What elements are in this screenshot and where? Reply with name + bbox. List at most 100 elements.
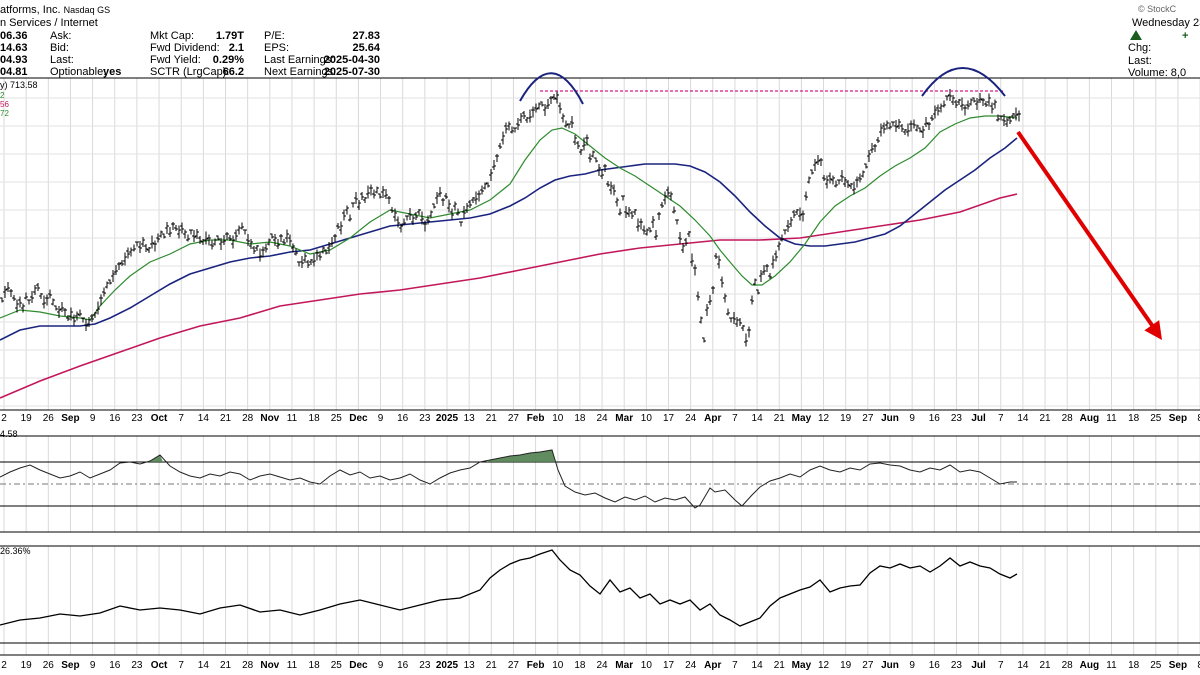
ohlc-bar: [12, 295, 16, 301]
ohlc-bar: [858, 173, 862, 183]
grid-lines: [0, 78, 1200, 655]
ohlc-bar: [159, 230, 163, 238]
ohlc-bar: [780, 234, 784, 242]
ohlc-bar: [906, 123, 910, 137]
x-tick-label: 27: [508, 413, 520, 424]
ohlc-bar: [522, 111, 526, 119]
ohlc-bar: [966, 100, 970, 110]
plus-sign: +: [1182, 30, 1189, 42]
x-tick-label: 18: [309, 413, 321, 424]
ohlc-bar: [459, 221, 463, 227]
ohlc-bar: [915, 124, 919, 132]
down-arrow-head: [1144, 320, 1162, 340]
x-tick-label: 14: [1017, 660, 1029, 671]
ohlc-bar: [687, 231, 691, 237]
ohlc-bar: [486, 182, 490, 188]
down-arrow-shaft: [1016, 130, 1158, 333]
ohlc-bar: [90, 314, 94, 322]
ohlc-bar: [900, 124, 904, 132]
ohlc-bar: [990, 102, 994, 114]
x-tick-label: 7: [178, 660, 184, 671]
x-tick-label: 7: [732, 660, 738, 671]
ohlc-bar: [543, 104, 547, 116]
ohlc-bar: [813, 159, 817, 171]
ohlc-bar: [765, 264, 769, 272]
bid-label: Bid:: [50, 42, 69, 54]
x-tick-label: 9: [909, 660, 915, 671]
ohlc-bar: [552, 94, 556, 100]
x-tick-label: 11: [1106, 413, 1117, 424]
ohlc-bar: [576, 141, 580, 149]
ohlc-bar: [504, 122, 508, 134]
ohlc-bar: [234, 229, 238, 241]
ohlc-bar: [111, 270, 115, 282]
ohlc-bar: [537, 102, 541, 110]
ohlc-bar: [879, 123, 883, 137]
ohlc-bar: [174, 225, 178, 231]
ma-short-line: [0, 115, 1018, 321]
fwd-dividend-value: 2.1: [228, 42, 244, 54]
ohlc-bar: [831, 175, 835, 185]
ohlc-bar: [597, 164, 601, 176]
ohlc-bar: [627, 207, 631, 217]
ohlc-bar: [519, 113, 523, 123]
x-tick-label: 12: [818, 413, 830, 424]
ohlc-bar: [381, 186, 385, 198]
ohlc-bar: [783, 229, 787, 235]
x-tick-label: 14: [752, 413, 764, 424]
ohlc-bar: [561, 113, 565, 123]
perf-line: [0, 549, 1018, 627]
ohlc-bar: [93, 312, 97, 318]
x-tick-label: 16: [397, 660, 409, 671]
ohlc-bar: [696, 291, 700, 301]
ohlc-bar: [138, 241, 142, 253]
x-tick-label: 8: [1197, 413, 1200, 424]
x-tick-label: 14: [198, 660, 210, 671]
x-tick-label: Feb: [527, 413, 545, 424]
price-2: 04.93: [0, 54, 28, 66]
ohlc-bar: [843, 177, 847, 187]
ohlc-bar: [144, 244, 148, 252]
ohlc-bar: [15, 299, 19, 313]
ohlc-bar: [648, 227, 652, 233]
ohlc-bar: [615, 197, 619, 207]
x-tick-label: 28: [1062, 660, 1074, 671]
pe-value: 27.83: [352, 30, 380, 42]
ohlc-bar: [690, 253, 694, 267]
ohlc-bar: [54, 305, 58, 311]
x-tick-label: 25: [1150, 660, 1162, 671]
ohlc-bar: [45, 294, 49, 306]
ohlc-bar: [861, 170, 865, 178]
ohlc-bar: [681, 243, 685, 253]
ohlc-bar: [474, 191, 478, 205]
ohlc-bar: [642, 225, 646, 235]
x-tick-label: Dec: [349, 660, 368, 671]
ohlc-bar: [21, 303, 25, 313]
ohlc-bar: [726, 308, 730, 316]
ohlc-bar: [888, 122, 892, 130]
ohlc-bar: [264, 243, 268, 253]
ohlc-bar: [822, 175, 826, 181]
ohlc-bar: [228, 235, 232, 241]
ohlc-bar: [72, 314, 76, 326]
ohlc-bar: [501, 131, 505, 145]
ohlc-bar: [405, 215, 409, 221]
ohlc-bar: [432, 203, 436, 209]
sector-label: n Services / Internet: [0, 17, 98, 29]
ohlc-bar: [330, 237, 334, 247]
ohlc-bar: [663, 191, 667, 205]
ohlc-bar: [870, 143, 874, 153]
x-tick-label: 19: [840, 660, 852, 671]
ma-long-line: [0, 193, 1018, 399]
x-tick-label: Dec: [349, 413, 368, 424]
ohlc-bar: [345, 205, 349, 215]
ohlc-bar: [456, 208, 460, 216]
ohlc-bar: [771, 255, 775, 269]
x-tick-label: 23: [419, 413, 431, 424]
ohlc-bar: [153, 240, 157, 252]
ohlc-bar: [399, 223, 403, 233]
x-tick-label: 23: [951, 413, 963, 424]
ohlc-bar: [477, 190, 481, 202]
ohlc-bar: [969, 98, 973, 106]
ohlc-bar: [318, 251, 322, 261]
